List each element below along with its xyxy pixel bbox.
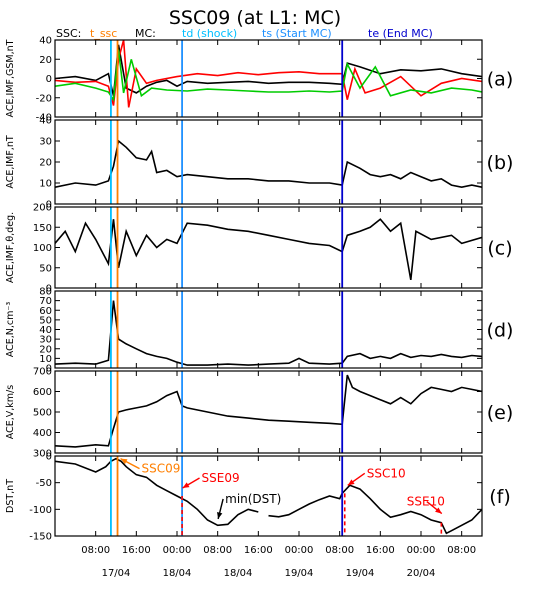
panel-frame-f xyxy=(54,455,483,537)
legend-te: te (End MC) xyxy=(368,27,433,40)
ylabel-e: ACE,V,km/s xyxy=(5,385,16,439)
panel-f: -150 -100 -50 0 DST,nT (f) SSC09 SSE09 min(DST) S… xyxy=(5,452,511,543)
xtick-label-3: 08:00 xyxy=(203,545,232,556)
xtick-label-6: 08:00 xyxy=(325,545,354,556)
xtick-label-7: 16:00 xyxy=(366,545,395,556)
ytick-label-a-4: 40 xyxy=(39,36,52,47)
xtick-label-9: 08:00 xyxy=(447,545,476,556)
annotation-label-0: SSC09 xyxy=(142,462,181,476)
ytick-label-d-2: 20 xyxy=(39,344,52,355)
ytick-label-f-1: -100 xyxy=(29,505,52,516)
annotation-arrowhead-1 xyxy=(182,482,190,488)
legend-ssc: SSC: xyxy=(56,27,81,40)
xtick-label-4: 16:00 xyxy=(244,545,273,556)
panel-label-a: (a) xyxy=(487,69,513,91)
ytick-label-f-2: -50 xyxy=(36,478,52,489)
panel-a: -40 -20 0 20 40 ACE,IMF,GSM,nT (a) xyxy=(5,36,513,124)
ytick-label-b-2: 20 xyxy=(39,158,52,169)
annotation-label-1: SSE09 xyxy=(202,471,240,485)
panel-label-d: (d) xyxy=(487,320,514,342)
xtick-label-8: 00:00 xyxy=(407,545,436,556)
ytick-label-a-2: 0 xyxy=(46,74,52,85)
ytick-label-d-0: 0 xyxy=(46,364,52,375)
chart-title: SSC09 (at L1: MC) xyxy=(169,7,341,29)
legend-t-ssc: t_ssc xyxy=(90,27,117,40)
ytick-label-e-3: 600 xyxy=(33,387,52,398)
panel-e: 300 400 500 600 700 ACE,V,km/s (e) xyxy=(5,367,513,460)
ytick-label-d-6: 60 xyxy=(39,306,52,317)
xtick-label-1: 16:00 xyxy=(122,545,151,556)
ytick-label-d-5: 50 xyxy=(39,315,52,326)
annotation-label-2: min(DST) xyxy=(225,492,281,506)
ytick-label-d-7: 70 xyxy=(39,296,52,307)
legend-row: SSC: t_ssc MC: td (shock) ts (Start MC) … xyxy=(56,27,433,40)
x-axis: 08:00 16:00 00:00 08:00 16:00 00:00 08:00 16:00… xyxy=(81,545,476,579)
ytick-label-b-1: 10 xyxy=(39,179,52,190)
xtick-label-0: 08:00 xyxy=(81,545,110,556)
date-label-2: 18/04 xyxy=(224,568,253,579)
panel-label-b: (b) xyxy=(487,152,514,174)
annotation-label-3: SSC10 xyxy=(367,466,406,480)
xtick-label-5: 00:00 xyxy=(285,545,314,556)
ytick-label-a-0: -40 xyxy=(36,113,52,124)
ytick-label-d-8: 80 xyxy=(39,287,52,298)
panel-b: 0 10 20 30 40 ACE,IMF,nT (b) xyxy=(5,116,513,211)
date-label-3: 19/04 xyxy=(285,568,314,579)
date-label-0: 17/04 xyxy=(102,568,131,579)
annotation-arrowhead-3 xyxy=(347,479,355,486)
ytick-label-d-1: 10 xyxy=(39,354,52,365)
ytick-label-a-1: -20 xyxy=(36,93,52,104)
ytick-label-c-2: 100 xyxy=(33,243,52,254)
ytick-label-c-0: 0 xyxy=(46,284,52,295)
date-label-1: 18/04 xyxy=(163,568,192,579)
panel-label-c: (c) xyxy=(487,238,512,260)
ytick-label-b-3: 30 xyxy=(39,137,52,148)
legend-td: td (shock) xyxy=(182,27,237,40)
annotation-arrowhead-2 xyxy=(217,512,223,519)
ytick-label-c-4: 200 xyxy=(33,203,52,214)
series-line-b-0 xyxy=(55,139,482,189)
ytick-label-c-1: 50 xyxy=(39,263,52,274)
ytick-label-b-0: 0 xyxy=(46,200,52,211)
series-line-d-0 xyxy=(55,300,482,366)
date-label-5: 20/04 xyxy=(407,568,436,579)
ytick-label-c-3: 150 xyxy=(33,223,52,234)
date-label-4: 19/04 xyxy=(346,568,375,579)
ylabel-f: DST,nT xyxy=(5,479,16,513)
annotation-arrowhead-0 xyxy=(120,458,128,465)
series-line-e-0 xyxy=(55,374,482,448)
ylabel-a: ACE,IMF,GSM,nT xyxy=(5,39,16,117)
ytick-label-d-4: 40 xyxy=(39,325,52,336)
ytick-label-e-4: 700 xyxy=(33,367,52,378)
ytick-label-a-3: 20 xyxy=(39,55,52,66)
ytick-label-e-2: 500 xyxy=(33,408,52,419)
ytick-label-f-0: -150 xyxy=(29,532,52,543)
legend-ts: ts (Start MC) xyxy=(262,27,332,40)
ytick-label-e-1: 400 xyxy=(33,428,52,439)
ytick-label-b-4: 40 xyxy=(39,116,52,127)
ytick-label-d-3: 30 xyxy=(39,335,52,346)
panel-c: 0 50 100 150 200 ACE,IMF,θ,deg. (c) xyxy=(5,203,513,295)
legend-mc: MC: xyxy=(135,27,156,40)
annotation-arrowhead-4 xyxy=(435,507,442,514)
panel-label-f: (f) xyxy=(489,486,511,508)
ylabel-b: ACE,IMF,nT xyxy=(5,135,16,188)
series-line-f-0 xyxy=(55,457,482,535)
ylabel-c: ACE,IMF,θ,deg. xyxy=(5,212,16,283)
ylabel-d: ACE,N,cm⁻³ xyxy=(5,302,16,358)
ytick-label-e-0: 300 xyxy=(33,449,52,460)
xtick-label-2: 00:00 xyxy=(163,545,192,556)
ytick-label-f-3: 0 xyxy=(46,452,52,463)
panel-label-e: (e) xyxy=(487,402,514,424)
annotation-label-4: SSE10 xyxy=(407,495,445,509)
